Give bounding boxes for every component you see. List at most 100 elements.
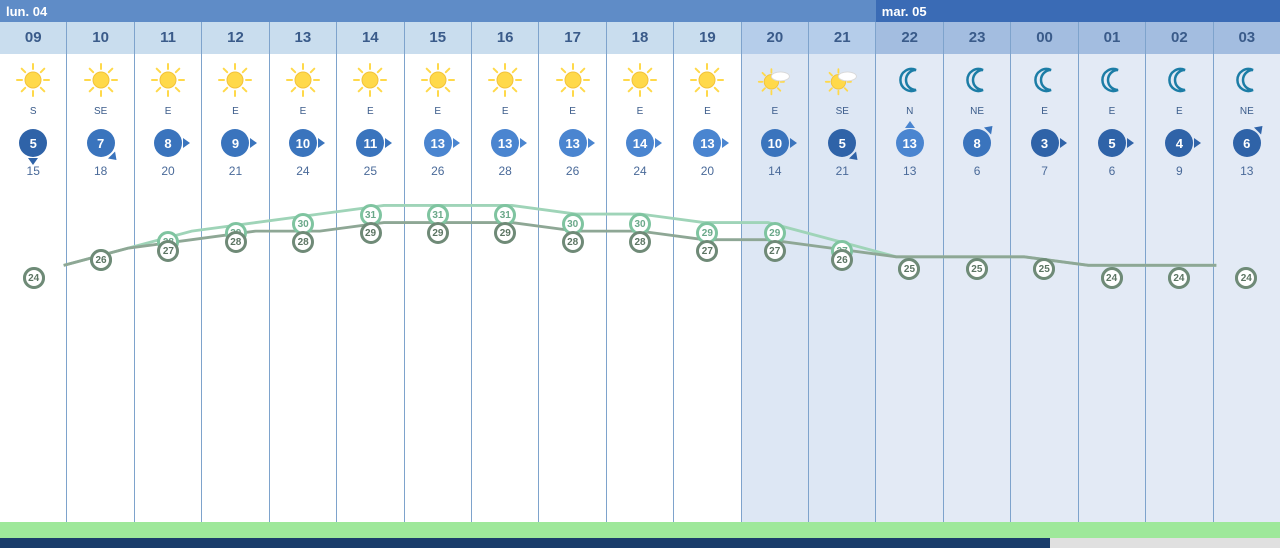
wind-gust-label: 26: [405, 160, 471, 184]
sun-icon: [689, 62, 725, 98]
hour-column[interactable]: 01 E 5 6: [1079, 22, 1146, 522]
wind-direction-label: E: [270, 106, 336, 126]
wind-direction-label: E: [674, 106, 740, 126]
wind-badge-cell: 9: [202, 126, 268, 160]
hour-column[interactable]: 09 S 5 15: [0, 22, 67, 522]
wind-speed-badge: 7: [87, 129, 115, 157]
wind-direction-label: E: [1011, 106, 1077, 126]
day-header-bar: lun. 04mar. 05: [0, 0, 1280, 22]
weather-icon-cell: [0, 54, 66, 106]
wind-direction-label: E: [472, 106, 538, 126]
weather-icon-cell: [1011, 54, 1077, 106]
hour-column[interactable]: 14 E 11 25: [337, 22, 404, 522]
hour-column[interactable]: 15 E 13 26: [405, 22, 472, 522]
hour-column[interactable]: 10 SE 7 18: [67, 22, 134, 522]
wind-direction-label: E: [742, 106, 808, 126]
hour-column[interactable]: 12 E 9 21: [202, 22, 269, 522]
hour-column[interactable]: 13 E 10 24: [270, 22, 337, 522]
hour-label: 18: [607, 22, 673, 54]
wind-badge-cell: 7: [67, 126, 133, 160]
wind-speed-badge: 10: [289, 129, 317, 157]
hour-column[interactable]: 02 E 4 9: [1146, 22, 1213, 522]
moon-icon: [959, 62, 995, 98]
hour-column[interactable]: 20 E 10 14: [742, 22, 809, 522]
wind-direction-label: E: [135, 106, 201, 126]
wind-direction-label: E: [337, 106, 403, 126]
moon-icon: [892, 62, 928, 98]
sun-icon: [487, 62, 523, 98]
weather-icon-cell: [674, 54, 740, 106]
sun-cloud-icon: [824, 62, 860, 98]
hour-column[interactable]: 17 E 13 26: [539, 22, 606, 522]
weather-icon-cell: [202, 54, 268, 106]
weather-icon-cell: [1079, 54, 1145, 106]
wind-badge-cell: 5: [809, 126, 875, 160]
wind-gust-label: 18: [67, 160, 133, 184]
hour-label: 11: [135, 22, 201, 54]
hour-label: 23: [944, 22, 1010, 54]
wind-badge-cell: 5: [0, 126, 66, 160]
wind-speed-badge: 13: [896, 129, 924, 157]
hour-column[interactable]: 18 E 14 24: [607, 22, 674, 522]
hour-column[interactable]: 21 SE 5 21: [809, 22, 876, 522]
sun-icon: [217, 62, 253, 98]
wind-arrow-icon: [722, 138, 729, 148]
weather-icon-cell: [944, 54, 1010, 106]
wind-direction-label: SE: [67, 106, 133, 126]
weather-icon-cell: [67, 54, 133, 106]
wind-arrow-icon: [1060, 138, 1067, 148]
wind-speed-badge: 4: [1165, 129, 1193, 157]
wind-arrow-icon: [183, 138, 190, 148]
hour-label: 19: [674, 22, 740, 54]
sun-cloud-icon: [757, 62, 793, 98]
hour-column[interactable]: 19 E 13 20: [674, 22, 741, 522]
hour-column[interactable]: 11 E 8 20: [135, 22, 202, 522]
wind-badge-cell: 8: [135, 126, 201, 160]
wind-gust-label: 9: [1146, 160, 1212, 184]
sun-icon: [622, 62, 658, 98]
weather-icon-cell: [405, 54, 471, 106]
wind-speed-badge: 5: [19, 129, 47, 157]
weather-hourly-widget: lun. 04mar. 05 09 S 5 15 10 SE 7 18 11: [0, 0, 1280, 548]
hour-column[interactable]: 00 E 3 7: [1011, 22, 1078, 522]
wind-direction-label: E: [1079, 106, 1145, 126]
wind-badge-cell: 13: [539, 126, 605, 160]
wind-speed-badge: 8: [154, 129, 182, 157]
wind-badge-cell: 13: [472, 126, 538, 160]
wind-direction-label: NE: [1214, 106, 1280, 126]
wind-gust-label: 20: [674, 160, 740, 184]
hour-column[interactable]: 23 NE 8 6: [944, 22, 1011, 522]
weather-icon-cell: [607, 54, 673, 106]
wind-gust-label: 21: [809, 160, 875, 184]
hour-column[interactable]: 16 E 13 28: [472, 22, 539, 522]
scroll-thumb[interactable]: [0, 538, 1050, 548]
wind-speed-badge: 13: [559, 129, 587, 157]
wind-direction-label: E: [607, 106, 673, 126]
hour-column[interactable]: 03 NE 6 13: [1214, 22, 1280, 522]
wind-gust-label: 28: [472, 160, 538, 184]
wind-speed-badge: 3: [1031, 129, 1059, 157]
wind-arrow-icon: [1127, 138, 1134, 148]
wind-speed-badge: 13: [693, 129, 721, 157]
sun-icon: [555, 62, 591, 98]
weather-icon-cell: [472, 54, 538, 106]
moon-icon: [1229, 62, 1265, 98]
sun-icon: [285, 62, 321, 98]
wind-speed-badge: 11: [356, 129, 384, 157]
wind-gust-label: 26: [539, 160, 605, 184]
wind-speed-badge: 5: [828, 129, 856, 157]
wind-direction-label: NE: [944, 106, 1010, 126]
wind-badge-cell: 10: [270, 126, 336, 160]
hour-column[interactable]: 22 N 13 13: [876, 22, 943, 522]
hour-label: 20: [742, 22, 808, 54]
wind-badge-cell: 13: [876, 126, 942, 160]
hour-columns: 09 S 5 15 10 SE 7 18 11 E: [0, 22, 1280, 522]
wind-speed-badge: 14: [626, 129, 654, 157]
scroll-track[interactable]: [0, 538, 1280, 548]
wind-direction-label: E: [202, 106, 268, 126]
wind-speed-badge: 8: [963, 129, 991, 157]
wind-arrow-icon: [588, 138, 595, 148]
wind-direction-label: E: [539, 106, 605, 126]
wind-gust-label: 24: [270, 160, 336, 184]
wind-arrow-icon: [318, 138, 325, 148]
